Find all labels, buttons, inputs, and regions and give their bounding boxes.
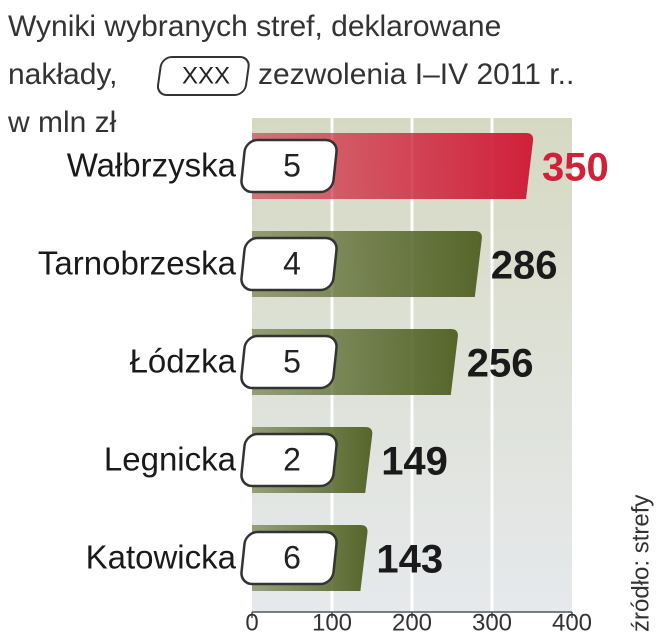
category-label: Tarnobrzeska	[38, 245, 237, 282]
category-label: Legnicka	[104, 441, 237, 478]
title-line: nakłady,	[8, 58, 118, 91]
permit-count: 5	[283, 147, 301, 183]
value-label: 143	[376, 538, 443, 582]
permit-count: 4	[283, 245, 301, 281]
title-line: Wyniki wybranych stref, deklarowane	[8, 10, 501, 43]
permit-count: 5	[283, 343, 301, 379]
x-tick-label: 300	[472, 609, 512, 636]
permit-box	[240, 334, 338, 390]
value-label: 286	[491, 244, 558, 288]
source: źródło: strefy	[627, 495, 654, 632]
permit-box	[240, 432, 338, 488]
permit-count: 2	[283, 441, 301, 477]
legend-box-label: XXX	[182, 62, 230, 89]
x-tick-label: 400	[552, 609, 592, 636]
x-tick-label: 100	[312, 609, 352, 636]
permit-box	[240, 530, 338, 586]
x-tick-label: 0	[245, 609, 258, 636]
legend-text: zezwolenia I–IV 2011 r..	[258, 58, 574, 91]
value-label: 256	[467, 342, 534, 386]
x-tick-label: 200	[392, 609, 432, 636]
value-label: 149	[381, 440, 448, 484]
permit-box	[240, 236, 338, 292]
permit-box	[240, 138, 338, 194]
value-label: 350	[542, 146, 609, 190]
category-label: Łódzka	[130, 343, 237, 380]
legend-box	[156, 56, 250, 96]
unit-label: w mln zł	[7, 106, 117, 139]
category-label: Katowicka	[86, 539, 237, 576]
permit-count: 6	[283, 539, 301, 575]
category-label: Wałbrzyska	[67, 147, 237, 184]
